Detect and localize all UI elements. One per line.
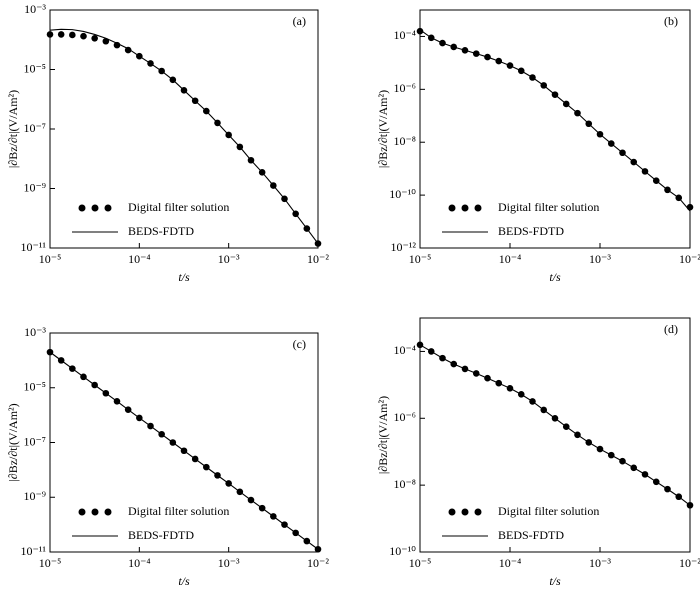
- x-tick-label: 10⁻²: [307, 556, 329, 570]
- y-axis-label: |∂Bz/∂t|(V/Am²): [376, 396, 390, 474]
- panel: 10⁻⁵ 10⁻⁴ 10⁻³ 10⁻² 10⁻³ 10⁻⁵ 10⁻⁷ 10⁻⁹ 10⁻¹¹ t/s…: [6, 325, 330, 588]
- y-axis-label: |∂Bz/∂t|(V/Am²): [376, 90, 390, 168]
- y-tick-label: 10⁻⁸: [393, 477, 416, 491]
- data-dot: [416, 341, 424, 349]
- panel: 10⁻⁵ 10⁻⁴ 10⁻³ 10⁻² 10⁻³ 10⁻⁵ 10⁻⁷ 10⁻⁹ 10⁻¹¹ t/s…: [6, 2, 330, 284]
- y-tick-label: 10⁻⁶: [393, 410, 416, 424]
- y-axis-label: |∂Bz/∂t|(V/Am²): [6, 90, 20, 168]
- legend-label: BEDS-FDTD: [498, 224, 564, 238]
- data-dot: [69, 31, 76, 39]
- x-tick-label: 10⁻⁵: [39, 556, 62, 570]
- legend-label: Digital filter solution: [128, 504, 229, 518]
- legend-label: BEDS-FDTD: [128, 224, 194, 238]
- x-axis-label: t/s: [178, 270, 190, 284]
- y-tick-label: 10⁻⁹: [23, 489, 46, 503]
- y-tick-label: 10⁻¹⁰: [389, 187, 416, 201]
- data-dot: [416, 27, 424, 35]
- x-tick-label: 10⁻⁵: [409, 556, 432, 570]
- y-tick-label: 10⁻¹⁰: [389, 544, 416, 558]
- panel-label: (d): [664, 322, 678, 336]
- y-tick-label: 10⁻⁴: [393, 343, 416, 357]
- x-tick-label: 10⁻⁴: [499, 252, 522, 266]
- panel: 10⁻⁵ 10⁻⁴ 10⁻³ 10⁻² 10⁻⁴ 10⁻⁶ 10⁻⁸ 10⁻¹⁰ 10⁻¹² t/…: [376, 9, 700, 284]
- y-tick-label: 10⁻⁵: [23, 61, 46, 75]
- legend-label: BEDS-FDTD: [498, 528, 564, 542]
- data-dot: [80, 32, 87, 40]
- x-tick-label: 10⁻⁴: [128, 252, 151, 266]
- legend-marker: [78, 508, 86, 516]
- y-tick-label: 10⁻⁴: [393, 28, 416, 42]
- data-dot: [46, 31, 54, 38]
- panel-label: (a): [293, 14, 306, 28]
- legend-label: Digital filter solution: [498, 200, 599, 214]
- y-tick-label: 10⁻³: [24, 2, 46, 16]
- y-tick-label: 10⁻⁷: [23, 121, 46, 135]
- y-tick-label: 10⁻⁹: [23, 180, 46, 194]
- panel: 10⁻⁵ 10⁻⁴ 10⁻³ 10⁻² 10⁻⁴ 10⁻⁶ 10⁻⁸ 10⁻¹⁰ t/s |∂Bz…: [376, 317, 700, 588]
- data-dot: [113, 41, 121, 49]
- y-tick-label: 10⁻³: [24, 325, 46, 339]
- y-axis-label: |∂Bz/∂t|(V/Am²): [6, 403, 20, 481]
- y-tick-label: 10⁻¹²: [390, 240, 416, 254]
- legend-marker: [461, 204, 469, 212]
- legend-label: Digital filter solution: [128, 200, 229, 214]
- x-axis-label: t/s: [178, 574, 190, 588]
- y-tick-label: 10⁻¹¹: [20, 544, 46, 558]
- y-tick-label: 10⁻¹¹: [20, 240, 46, 254]
- y-tick-label: 10⁻⁶: [393, 81, 416, 95]
- x-tick-label: 10⁻²: [679, 556, 700, 570]
- legend-marker: [91, 204, 99, 212]
- legend-label: Digital filter solution: [498, 504, 599, 518]
- y-tick-label: 10⁻⁸: [393, 134, 416, 148]
- data-dot: [686, 203, 694, 211]
- x-tick-label: 10⁻²: [307, 252, 329, 266]
- legend-marker: [474, 204, 482, 212]
- x-tick-label: 10⁻⁴: [499, 556, 522, 570]
- data-line: [419, 344, 691, 506]
- legend-label: BEDS-FDTD: [128, 528, 194, 542]
- legend-marker: [461, 508, 469, 516]
- x-tick-label: 10⁻³: [589, 252, 611, 266]
- data-dot: [57, 31, 65, 38]
- x-tick-label: 10⁻³: [218, 252, 240, 266]
- y-tick-label: 10⁻⁷: [23, 434, 46, 448]
- panel-label: (b): [664, 14, 678, 28]
- panel-label: (c): [293, 337, 306, 351]
- x-axis-label: t/s: [549, 574, 561, 588]
- plot-frame: [419, 317, 691, 553]
- legend-marker: [104, 508, 112, 516]
- data-line: [49, 28, 319, 244]
- x-tick-label: 10⁻⁵: [409, 252, 432, 266]
- x-tick-label: 10⁻²: [679, 252, 700, 266]
- y-tick-label: 10⁻⁵: [23, 380, 46, 394]
- legend-marker: [91, 508, 99, 516]
- data-line: [49, 351, 319, 550]
- x-tick-label: 10⁻⁴: [128, 556, 151, 570]
- plot-frame: [419, 9, 691, 249]
- data-line: [419, 29, 691, 212]
- legend-marker: [448, 508, 456, 516]
- data-dot: [91, 34, 98, 42]
- x-tick-label: 10⁻³: [589, 556, 611, 570]
- legend-marker: [448, 204, 456, 212]
- x-axis-label: t/s: [549, 270, 561, 284]
- legend-marker: [474, 508, 482, 516]
- x-tick-label: 10⁻⁵: [39, 252, 62, 266]
- x-tick-label: 10⁻³: [218, 556, 240, 570]
- legend-marker: [78, 204, 86, 212]
- legend-marker: [104, 204, 112, 212]
